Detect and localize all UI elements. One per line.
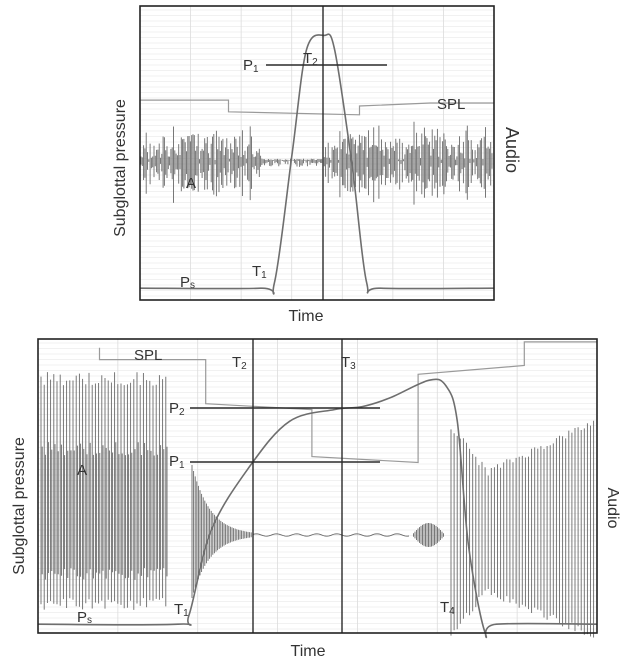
top-spl-trace — [140, 99, 494, 116]
bottom-chart-frame — [37, 338, 598, 634]
top-audio-waveform — [140, 121, 493, 205]
bottom-spl-trace — [98, 341, 597, 464]
top-label-a: A — [186, 175, 196, 192]
top-y-axis-label: Subglottal pressure — [112, 99, 129, 237]
bottom-y-axis-right-label: Audio — [604, 488, 621, 529]
bottom-label-p1: P1 — [169, 453, 185, 471]
bottom-chart: SPL T2 T3 P2 P1 A T1 T4 Ps Time Subglott… — [11, 338, 621, 660]
bottom-label-t2: T2 — [232, 354, 247, 372]
bottom-label-spl: SPL — [134, 347, 162, 364]
bottom-y-axis-label: Subglottal pressure — [11, 437, 28, 575]
top-pressure-curve — [139, 33, 495, 295]
bottom-x-axis-label: Time — [291, 643, 326, 660]
bottom-label-t3: T3 — [341, 354, 356, 372]
top-label-t1: T1 — [252, 263, 267, 281]
top-chart: P1 T2 T1 Ps SPL A Time Subglottal pressu… — [112, 5, 522, 325]
bottom-label-p2: P2 — [169, 400, 185, 418]
bottom-label-a: A — [77, 462, 87, 479]
bottom-label-ps: Ps — [77, 609, 92, 626]
top-label-spl: SPL — [437, 96, 465, 113]
audio-trace — [140, 121, 493, 205]
top-label-t2: T2 — [303, 50, 318, 68]
bottom-label-t1: T1 — [174, 601, 189, 619]
top-label-ps: Ps — [180, 274, 195, 291]
bottom-pressure-curve — [37, 378, 598, 639]
top-chart-frame — [139, 5, 495, 301]
top-x-axis-label: Time — [289, 308, 324, 325]
bottom-label-t4: T4 — [440, 599, 455, 617]
top-y-axis-right-label: Audio — [502, 127, 522, 173]
top-label-p1: P1 — [243, 57, 259, 75]
top-grid — [140, 6, 495, 300]
